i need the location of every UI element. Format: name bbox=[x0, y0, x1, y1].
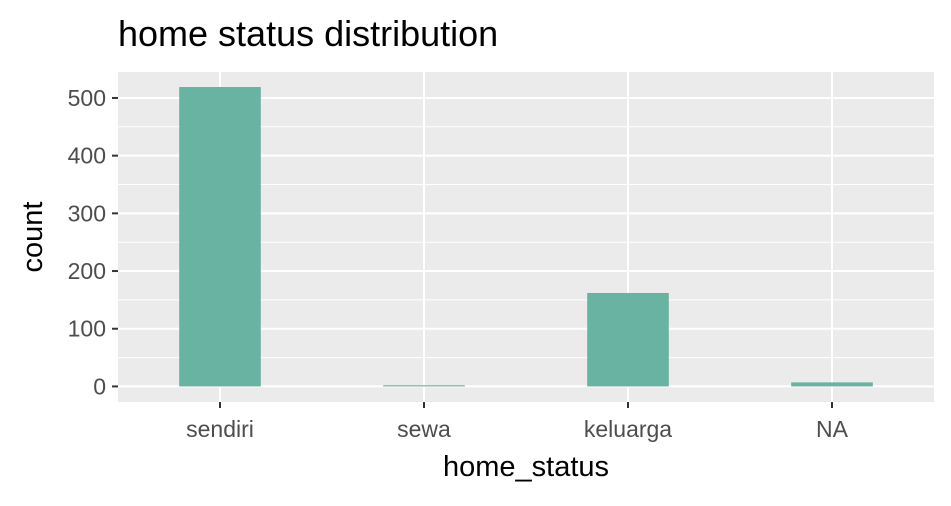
y-tick-label: 0 bbox=[93, 373, 106, 399]
bars bbox=[179, 87, 873, 387]
y-tick-label: 200 bbox=[68, 258, 106, 284]
x-tick-label: sendiri bbox=[186, 416, 254, 442]
y-tick-label: 100 bbox=[68, 316, 106, 342]
bar-sewa bbox=[383, 385, 465, 387]
x-tick-label: keluarga bbox=[584, 416, 672, 442]
x-axis-title: home_status bbox=[443, 451, 609, 483]
x-tick-label: NA bbox=[816, 416, 849, 442]
bar-keluarga bbox=[587, 292, 669, 387]
y-axis: 0 100 200 300 400 500 bbox=[68, 85, 118, 399]
y-tick-label: 500 bbox=[68, 85, 106, 111]
bar-na bbox=[791, 382, 873, 387]
chart-title: home status distribution bbox=[118, 13, 498, 54]
y-tick-label: 400 bbox=[68, 143, 106, 169]
x-tick-label: sewa bbox=[397, 416, 451, 442]
x-axis: sendiri sewa keluarga NA bbox=[186, 402, 849, 442]
y-tick-label: 300 bbox=[68, 200, 106, 226]
y-axis-title: count bbox=[17, 202, 49, 273]
bar-sendiri bbox=[179, 87, 261, 387]
